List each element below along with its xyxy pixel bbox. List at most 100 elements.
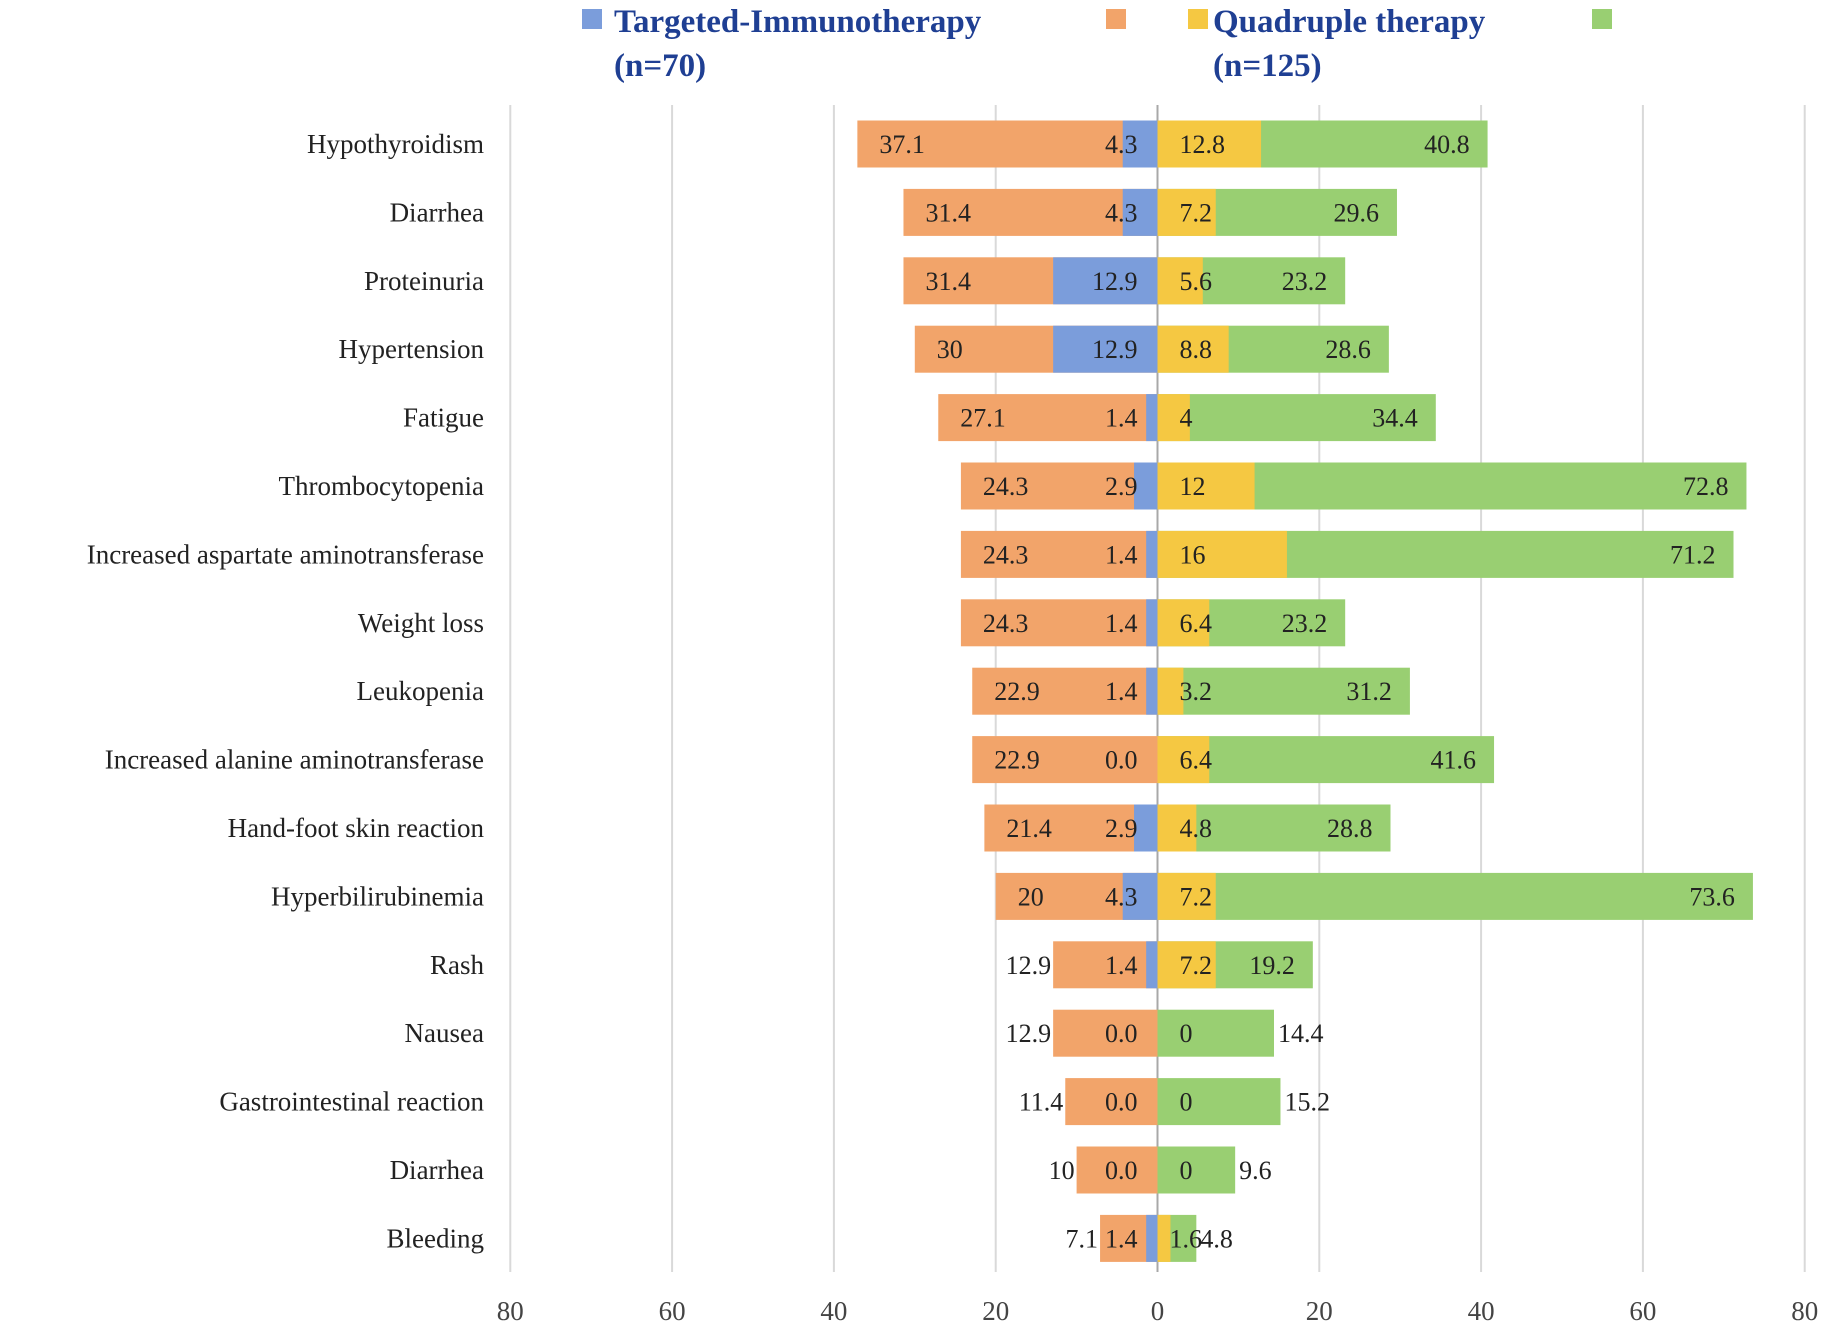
bars xyxy=(857,120,1753,1262)
data-label-targeted-subset: 1.4 xyxy=(1105,951,1138,980)
data-label-quadruple-subset: 7.2 xyxy=(1180,951,1213,980)
bar-quadruple-total xyxy=(1157,736,1495,784)
legend-sample-size: (n=70) xyxy=(614,48,706,84)
data-label-quadruple-total: 73.6 xyxy=(1689,882,1735,911)
bar-targeted-subset xyxy=(1146,394,1158,442)
bar-targeted-subset xyxy=(1122,872,1158,920)
tick-label: 20 xyxy=(982,1296,1009,1326)
bar-targeted-subset xyxy=(1146,667,1158,715)
data-label-quadruple-subset: 8.8 xyxy=(1180,335,1213,364)
legend-label: Targeted-Immunotherapy xyxy=(614,4,982,40)
category-label: Hypertension xyxy=(339,334,485,364)
data-label-targeted-total: 7.1 xyxy=(1066,1224,1099,1253)
bar-quadruple-subset xyxy=(1157,941,1216,989)
legend: Targeted-Immunotherapy (n=70) Quadruple th… xyxy=(582,4,1612,84)
category-label: Hyperbilirubinemia xyxy=(271,881,484,911)
data-label-targeted-subset: 1.4 xyxy=(1105,1224,1138,1253)
data-label-targeted-total: 22.9 xyxy=(994,746,1040,775)
bar-targeted-subset xyxy=(1134,462,1158,510)
category-label: Proteinuria xyxy=(364,266,484,296)
data-label-quadruple-total: 23.2 xyxy=(1282,267,1328,296)
data-label-quadruple-total: 40.8 xyxy=(1424,130,1470,159)
data-label-targeted-subset: 2.9 xyxy=(1105,814,1138,843)
data-label-quadruple-subset: 0 xyxy=(1180,1088,1193,1117)
bar-targeted-subset xyxy=(1122,188,1158,236)
category-label: Diarrhea xyxy=(390,197,484,227)
bar-targeted-total xyxy=(1053,941,1158,989)
data-label-targeted-total: 37.1 xyxy=(879,130,925,159)
bar-targeted-total xyxy=(1065,1078,1158,1126)
data-label-quadruple-subset: 6.4 xyxy=(1180,609,1213,638)
legend-swatch xyxy=(1188,9,1208,29)
bar-targeted-total xyxy=(960,530,1158,578)
bar-targeted-total xyxy=(938,394,1158,442)
data-label-quadruple-total: 31.2 xyxy=(1346,677,1392,706)
data-label-targeted-total: 30 xyxy=(937,335,963,364)
data-label-targeted-total: 20 xyxy=(1018,882,1044,911)
bar-quadruple-total xyxy=(1157,667,1410,715)
data-label-targeted-total: 27.1 xyxy=(960,404,1006,433)
data-label-quadruple-subset: 5.6 xyxy=(1180,267,1213,296)
bar-targeted-subset xyxy=(1146,530,1158,578)
data-label-quadruple-total: 19.2 xyxy=(1249,951,1295,980)
data-label-targeted-subset: 0.0 xyxy=(1105,1019,1138,1048)
bar-quadruple-subset xyxy=(1157,462,1255,510)
tick-label: 40 xyxy=(1468,1296,1495,1326)
bar-targeted-total xyxy=(960,462,1158,510)
legend-label: Quadruple therapy xyxy=(1213,4,1486,40)
data-label-targeted-total: 31.4 xyxy=(925,267,971,296)
data-label-targeted-total: 11.4 xyxy=(1019,1088,1064,1117)
data-label-targeted-total: 24.3 xyxy=(983,472,1029,501)
bar-targeted-total xyxy=(1076,1146,1158,1194)
data-label-quadruple-subset: 12 xyxy=(1180,472,1206,501)
data-label-targeted-subset: 12.9 xyxy=(1092,267,1138,296)
tick-label: 60 xyxy=(659,1296,686,1326)
legend-sample-size: (n=125) xyxy=(1213,48,1322,84)
data-label-targeted-total: 24.3 xyxy=(983,540,1029,569)
tick-label: 0 xyxy=(1151,1296,1165,1326)
category-label: Increased alanine aminotransferase xyxy=(105,745,484,775)
bar-quadruple-subset xyxy=(1157,120,1262,168)
bar-targeted-subset xyxy=(1146,599,1158,647)
data-labels: 37.1 4.3 12.8 40.8 31.4 4.3 7.2 29.6 31.4 12.9 5.6… xyxy=(879,130,1735,1253)
data-label-quadruple-subset: 16 xyxy=(1180,540,1206,569)
category-label: Leukopenia xyxy=(357,676,484,706)
data-label-quadruple-total: 4.8 xyxy=(1200,1224,1233,1253)
data-label-quadruple-total: 28.6 xyxy=(1325,335,1371,364)
bar-quadruple-total xyxy=(1157,1078,1281,1126)
bar-targeted-total xyxy=(903,188,1158,236)
data-label-targeted-subset: 12.9 xyxy=(1092,335,1138,364)
category-label: Weight loss xyxy=(358,608,484,638)
data-label-targeted-total: 24.3 xyxy=(983,609,1029,638)
tick-label: 60 xyxy=(1629,1296,1656,1326)
bar-targeted-subset xyxy=(1134,804,1158,852)
data-label-targeted-total: 12.9 xyxy=(1006,1019,1052,1048)
bar-quadruple-subset xyxy=(1157,188,1216,236)
data-label-quadruple-subset: 6.4 xyxy=(1180,746,1213,775)
data-label-targeted-total: 22.9 xyxy=(994,677,1040,706)
bar-quadruple-subset xyxy=(1157,736,1210,784)
data-label-targeted-subset: 1.4 xyxy=(1105,540,1138,569)
data-label-targeted-subset: 0.0 xyxy=(1105,1156,1138,1185)
bar-targeted-total xyxy=(960,599,1158,647)
data-label-quadruple-total: 71.2 xyxy=(1670,540,1716,569)
bar-quadruple-total xyxy=(1157,872,1753,920)
category-label: Diarrhea xyxy=(390,1155,484,1185)
data-label-quadruple-total: 28.8 xyxy=(1327,814,1373,843)
bar-quadruple-total xyxy=(1157,394,1436,442)
category-label: Nausea xyxy=(405,1018,484,1048)
bar-quadruple-subset xyxy=(1157,1214,1171,1262)
tick-label: 80 xyxy=(497,1296,524,1326)
category-label: Bleeding xyxy=(387,1223,484,1253)
data-label-quadruple-subset: 7.2 xyxy=(1180,198,1213,227)
bar-quadruple-total xyxy=(1157,1009,1274,1057)
bar-targeted-total xyxy=(1053,1009,1158,1057)
bar-targeted-total xyxy=(984,804,1158,852)
category-label: Rash xyxy=(430,950,485,980)
category-label: Gastrointestinal reaction xyxy=(219,1087,484,1117)
data-label-targeted-total: 10 xyxy=(1049,1156,1075,1185)
data-label-targeted-subset: 4.3 xyxy=(1105,130,1138,159)
bar-targeted-total xyxy=(972,667,1158,715)
bar-quadruple-subset xyxy=(1157,599,1210,647)
bar-targeted-subset xyxy=(1146,1214,1158,1262)
